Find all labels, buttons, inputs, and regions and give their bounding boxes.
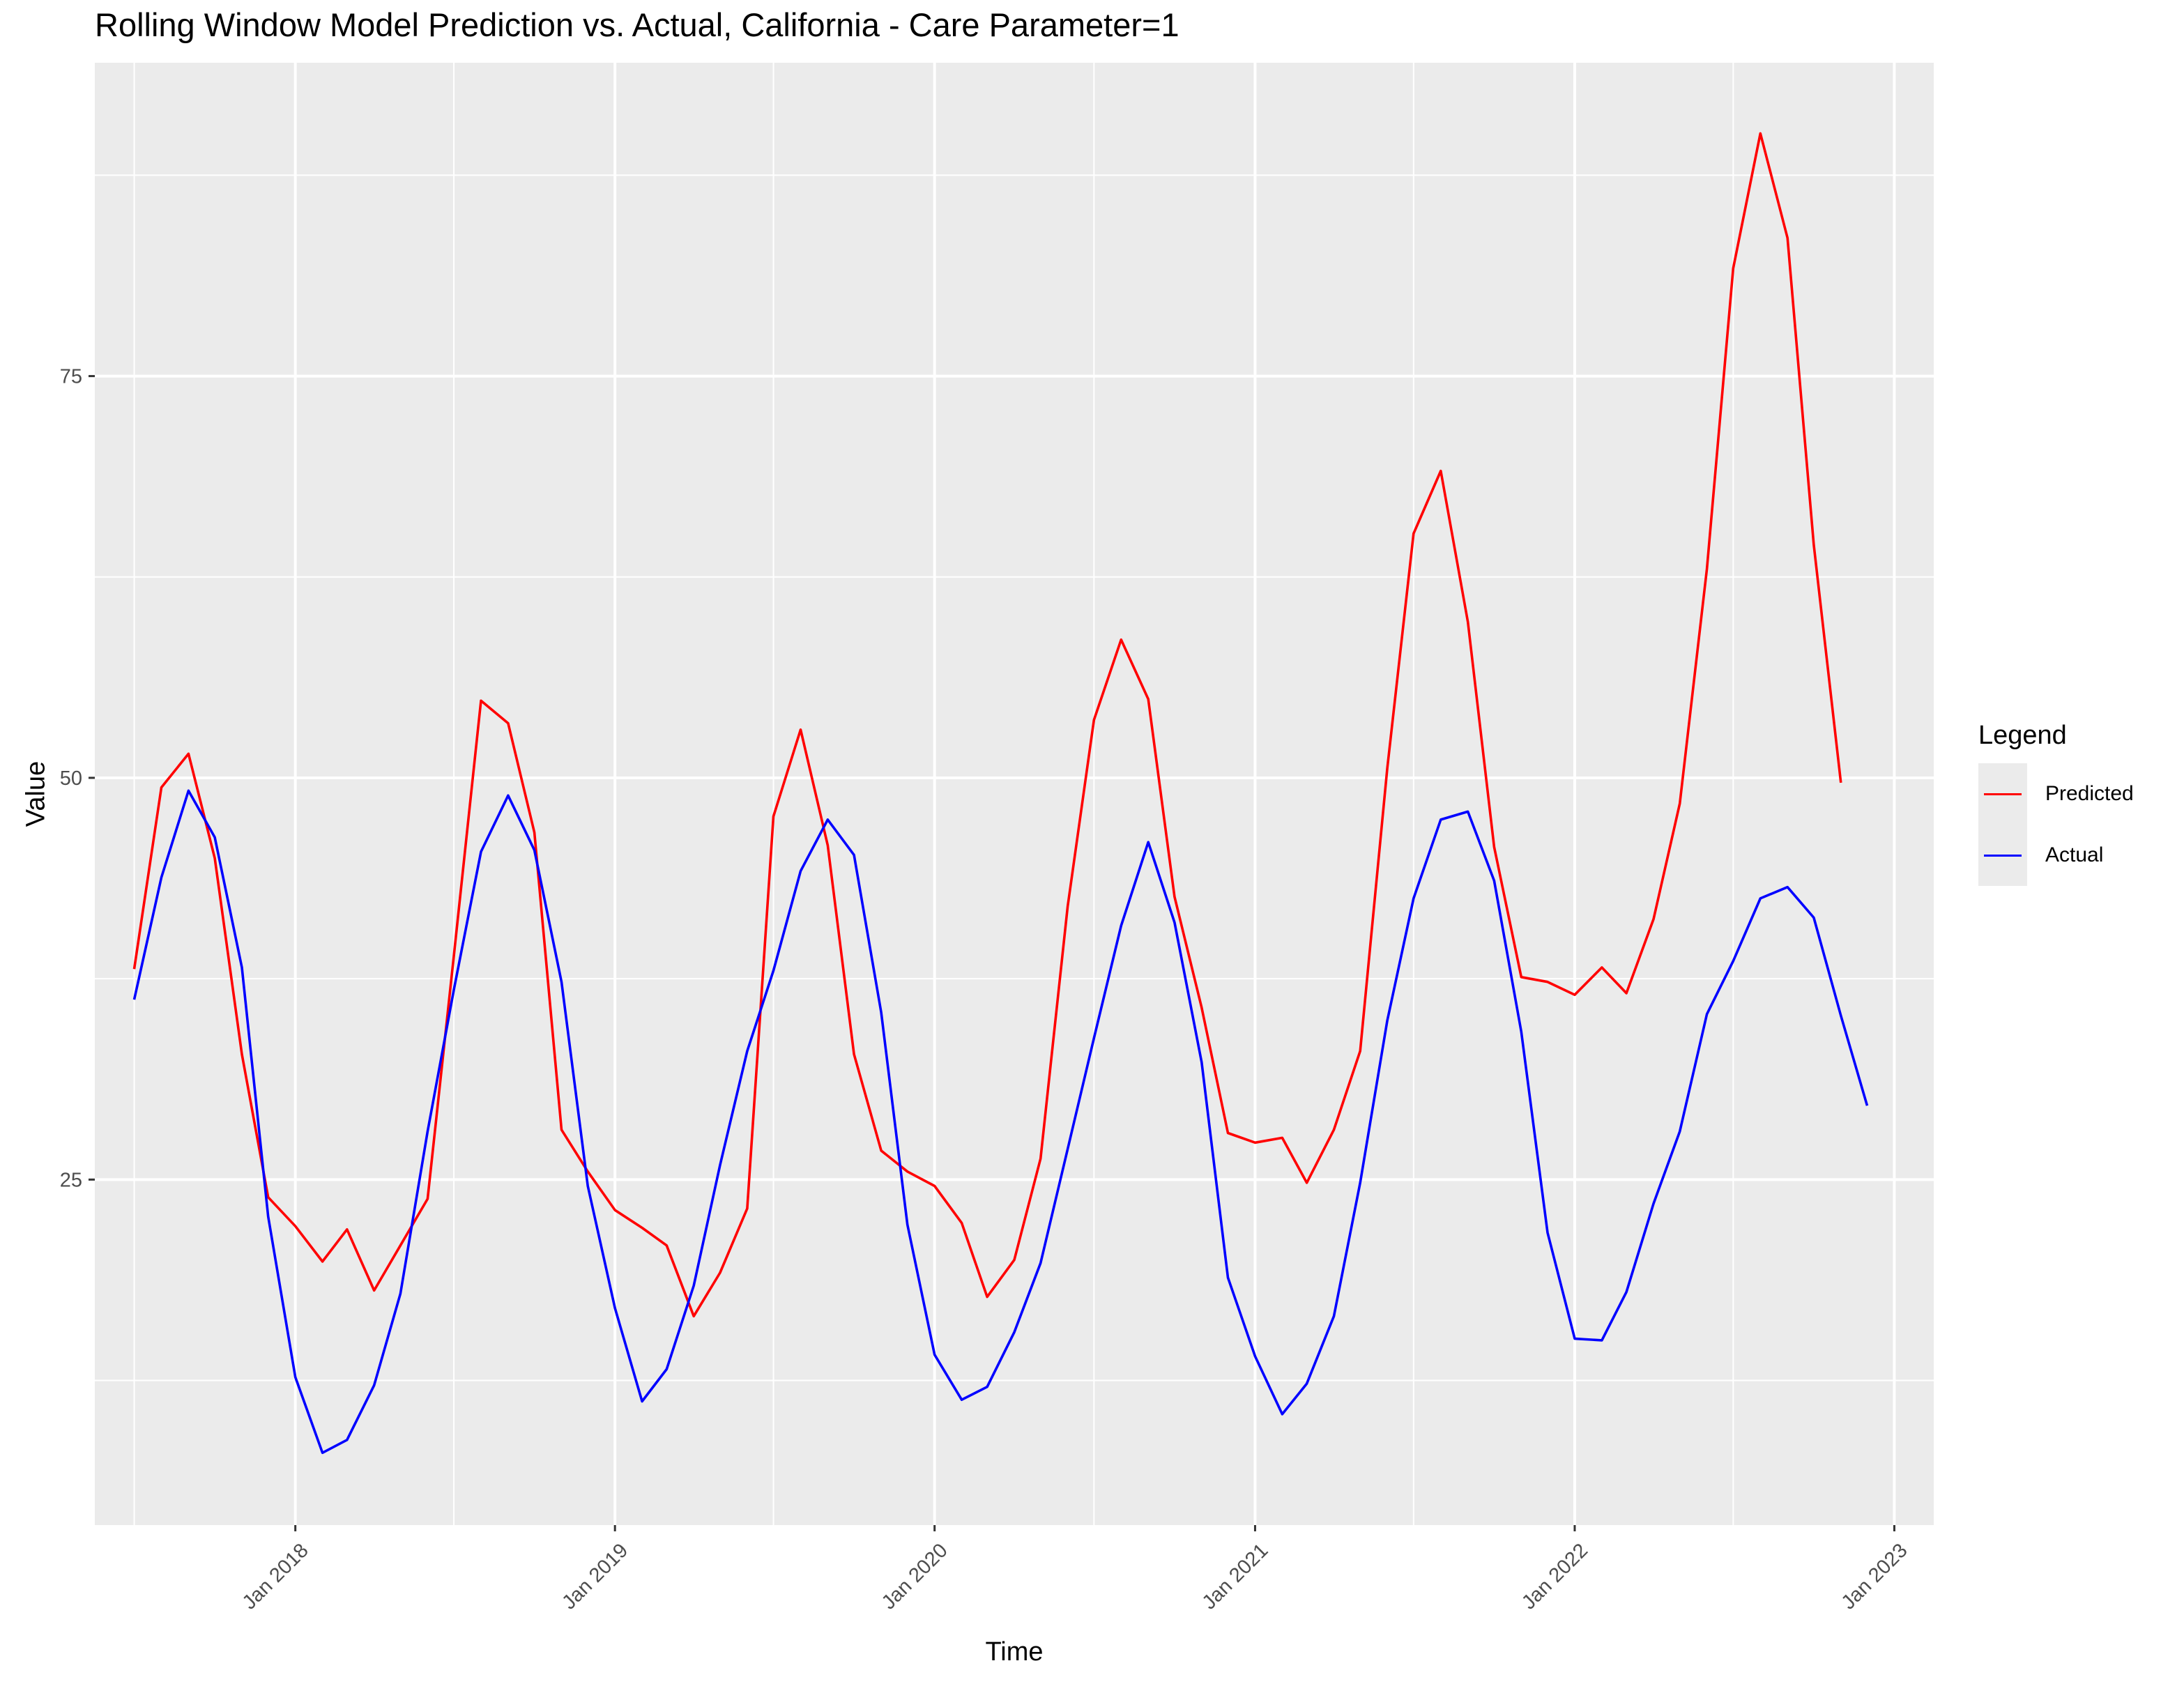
- legend-item-predicted: Predicted: [1978, 763, 2134, 825]
- y-tick-label: 50: [60, 767, 82, 790]
- y-tick-label: 75: [60, 366, 82, 388]
- legend-key-predicted: [1978, 763, 2027, 825]
- series-line-predicted: [132, 132, 1842, 1318]
- x-tick-label: Jan 2022: [1518, 1539, 1592, 1614]
- series-layer: [132, 132, 1869, 1455]
- chart-title: Rolling Window Model Prediction vs. Actu…: [95, 6, 1179, 43]
- legend-item-actual: Actual: [1978, 825, 2134, 886]
- series-line-actual: [132, 789, 1869, 1455]
- y-axis-title: Value: [21, 761, 50, 827]
- minor-gridlines: [95, 63, 1934, 1525]
- x-tick-label: Jan 2021: [1198, 1539, 1273, 1614]
- legend-swatch-actual: [1984, 855, 2022, 857]
- y-tick-label: 25: [60, 1169, 82, 1191]
- plot-panel: [95, 63, 1934, 1525]
- legend-swatch-predicted: [1984, 793, 2022, 795]
- x-tick-label: Jan 2023: [1838, 1539, 1912, 1614]
- legend-label-actual: Actual: [2045, 843, 2104, 866]
- x-axis-title: Time: [985, 1637, 1043, 1667]
- legend-title: Legend: [1978, 721, 2067, 750]
- legend: Legend Predicted Actual: [1978, 721, 2134, 886]
- x-tick-label: Jan 2019: [558, 1539, 632, 1614]
- major-gridlines: [95, 63, 1934, 1525]
- legend-label-predicted: Predicted: [2045, 782, 2134, 805]
- x-tick-label: Jan 2018: [238, 1539, 313, 1614]
- x-tick-label: Jan 2020: [878, 1539, 952, 1614]
- legend-key-actual: [1978, 825, 2027, 886]
